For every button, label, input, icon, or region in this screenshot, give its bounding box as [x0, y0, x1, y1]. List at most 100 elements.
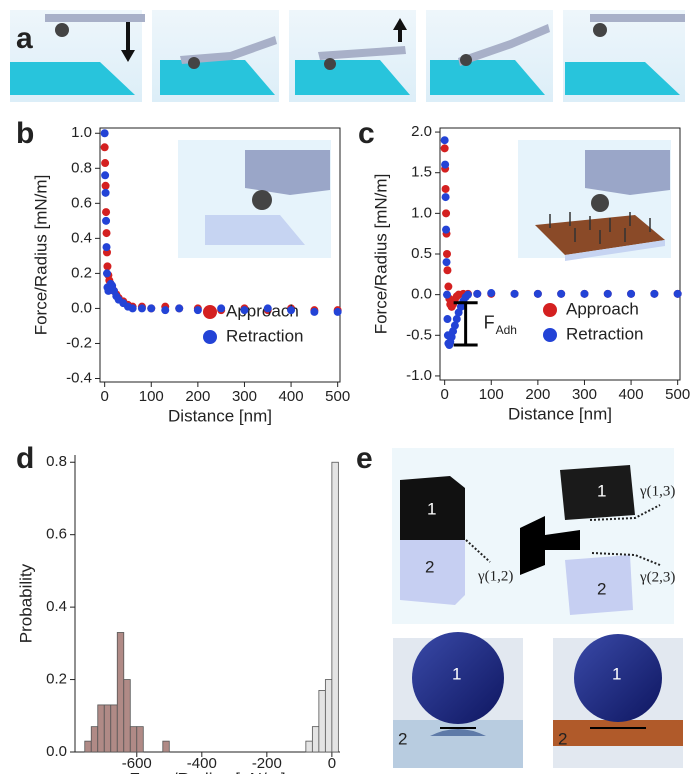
histogram-bar: [117, 632, 124, 752]
histogram-bar: [312, 727, 319, 752]
x-axis-label: Force/Radius [μN/m]: [129, 769, 285, 774]
y-axis-label: Force/Radius [mN/m]: [371, 174, 390, 335]
data-point: [443, 315, 451, 323]
y-tick-label: 0.6: [46, 526, 67, 543]
histogram-bar: [91, 727, 98, 752]
data-point: [287, 306, 295, 314]
data-point: [175, 304, 183, 312]
gamma-label: γ(2,3): [639, 569, 675, 585]
x-tick-label: 200: [185, 388, 210, 405]
y-tick-label: -0.5: [406, 326, 432, 343]
data-point: [147, 304, 155, 312]
annotation-text: F: [484, 313, 495, 333]
data-point: [473, 290, 481, 298]
data-point: [103, 243, 111, 251]
legend-label: Retraction: [566, 324, 643, 343]
gamma-label: γ(1,3): [639, 483, 675, 499]
data-point: [443, 250, 451, 258]
data-point: [103, 269, 111, 277]
histogram-bar: [325, 680, 332, 752]
legend-label: Approach: [566, 299, 639, 318]
panel-label: b: [16, 117, 34, 150]
y-tick-label: -1.0: [406, 367, 432, 384]
data-point: [138, 304, 146, 312]
data-point: [464, 291, 472, 299]
y-tick-label: 0.0: [411, 286, 432, 303]
data-point: [442, 185, 450, 193]
legend-marker: [543, 303, 557, 317]
data-point: [101, 171, 109, 179]
data-point: [217, 304, 225, 312]
block-label: 2: [597, 579, 606, 598]
data-point: [103, 229, 111, 237]
x-tick-label: 100: [479, 386, 504, 403]
histogram-bar: [124, 680, 131, 752]
histogram-bar: [163, 741, 170, 752]
data-point: [264, 304, 272, 312]
data-point: [240, 306, 248, 314]
inset-b: [178, 140, 331, 258]
data-point: [102, 217, 110, 225]
x-tick-label: 400: [279, 388, 304, 405]
sphere-label: 1: [452, 664, 461, 683]
y-tick-label: 1.0: [71, 124, 92, 141]
sphere-label: 1: [612, 664, 621, 683]
x-tick-label: 200: [525, 386, 550, 403]
y-tick-label: 0.0: [71, 299, 92, 316]
x-tick-label: 300: [232, 388, 257, 405]
data-point: [441, 161, 449, 169]
x-tick-label: 0: [100, 388, 108, 405]
histogram-bar: [104, 705, 111, 752]
histogram-bar: [111, 705, 118, 752]
x-tick-label: 500: [325, 388, 350, 405]
data-point: [443, 258, 451, 266]
y-tick-label: 0.2: [46, 671, 67, 688]
histogram-bar: [137, 727, 144, 752]
data-point: [102, 208, 110, 216]
substrate-label: 2: [398, 729, 407, 748]
y-tick-label: 0.4: [71, 229, 92, 246]
data-point: [442, 226, 450, 234]
data-point: [102, 189, 110, 197]
data-point: [194, 306, 202, 314]
data-point: [443, 291, 451, 299]
histogram-bar: [98, 705, 105, 752]
x-tick-label: 100: [139, 388, 164, 405]
data-point: [334, 308, 342, 316]
panel-label: d: [16, 442, 34, 475]
data-point: [101, 143, 109, 151]
y-tick-label: 1.0: [411, 204, 432, 221]
histogram-bar: [130, 727, 137, 752]
x-tick-label: 0: [328, 755, 336, 772]
data-point: [103, 262, 111, 270]
legend-marker: [543, 328, 557, 342]
data-point: [442, 193, 450, 201]
panel-label: c: [358, 117, 375, 150]
data-point: [650, 290, 658, 298]
data-point: [627, 290, 635, 298]
legend-marker: [203, 330, 217, 344]
x-tick-label: 300: [572, 386, 597, 403]
data-point: [604, 290, 612, 298]
data-point: [487, 289, 495, 297]
y-tick-label: 0.0: [46, 743, 67, 760]
y-tick-label: 0.2: [71, 264, 92, 281]
data-point: [511, 290, 519, 298]
y-tick-label: 1.5: [411, 164, 432, 181]
data-point: [534, 290, 542, 298]
data-point: [441, 136, 449, 144]
inset-c: [518, 140, 671, 261]
x-tick-label: 400: [619, 386, 644, 403]
data-point: [674, 290, 682, 298]
panel-label: e: [356, 442, 373, 475]
data-point: [443, 266, 451, 274]
y-tick-label: 0.5: [411, 245, 432, 262]
panel-a-images: [10, 10, 685, 102]
y-axis-label: Force/Radius [mN/m]: [31, 175, 50, 336]
histogram-bar: [306, 741, 313, 752]
legend-label: Retraction: [226, 326, 303, 345]
panel-label: a: [16, 22, 33, 55]
y-axis-label: Probability: [16, 563, 35, 643]
histogram-bar: [85, 741, 92, 752]
x-axis-label: Distance [nm]: [508, 404, 612, 423]
